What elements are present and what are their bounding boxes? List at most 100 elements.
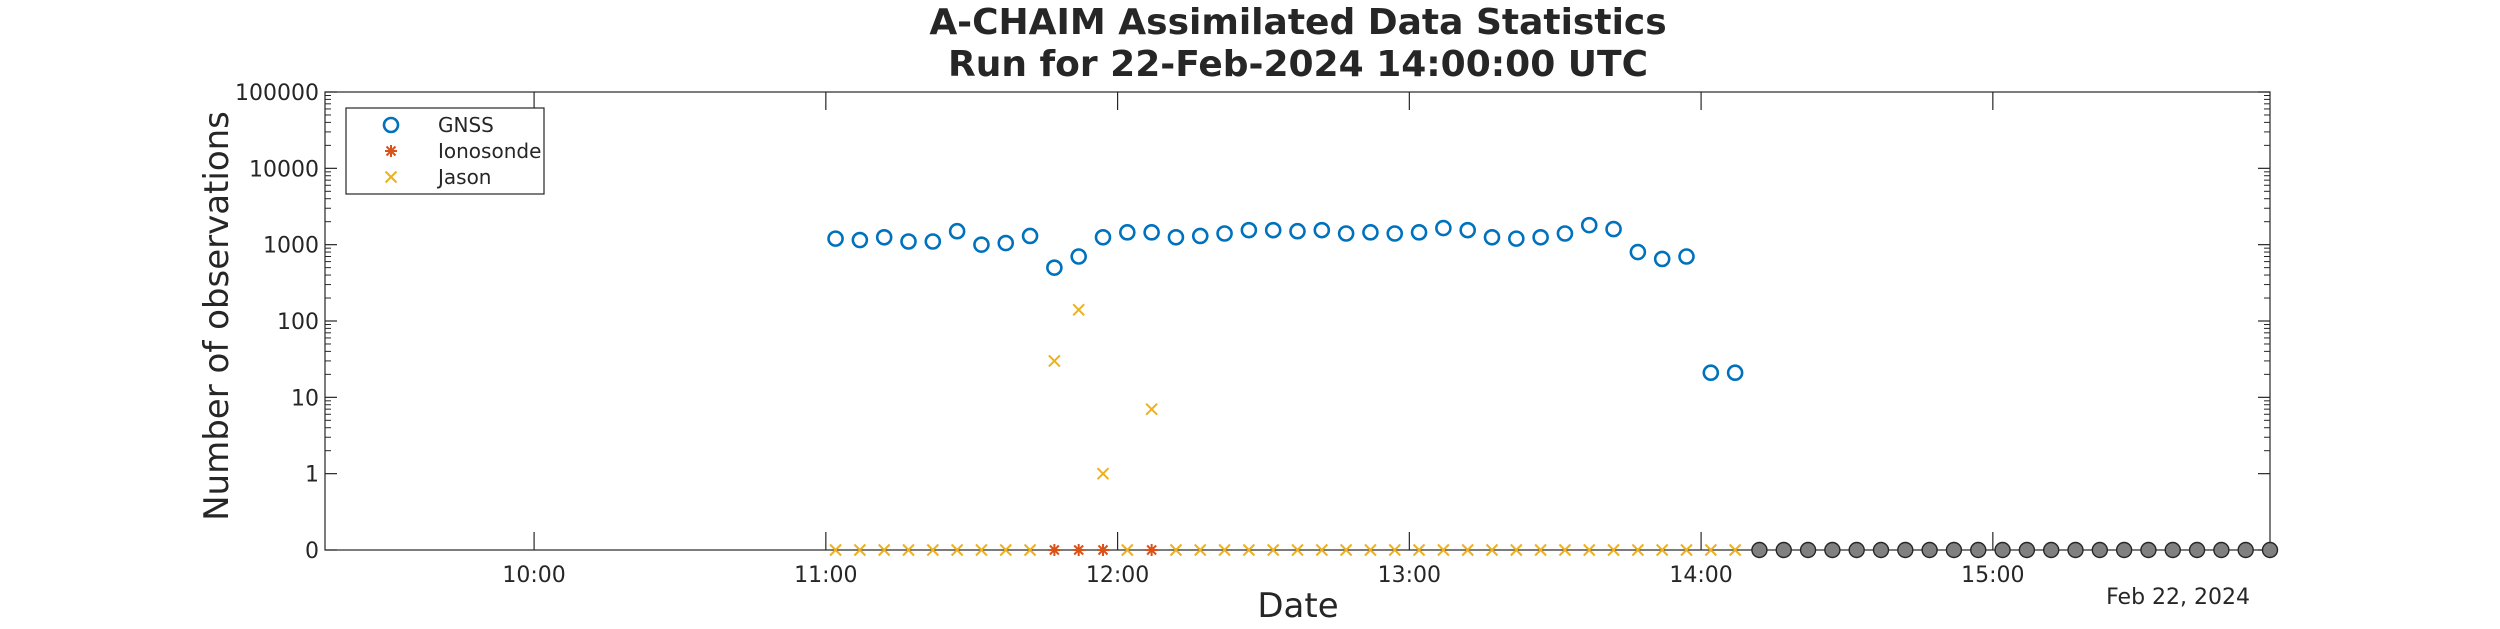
data-marks [827,216,2279,559]
gnss-point [1070,248,1087,265]
forecast-point [1945,541,1963,559]
gnss-point [1726,364,1744,382]
plot-border [324,91,2271,551]
ionosonde-point [1097,544,1109,556]
jason-point [877,543,891,557]
gnss-point [1021,227,1039,245]
y-tick-label: 10000 [249,157,319,182]
axis-ticks: 10:00 11:00 12:00 13:00 14:00 15:00 0 1 10 100 100… [235,81,2270,588]
gnss-point [1337,225,1355,242]
jason-point [1096,467,1110,480]
legend-label-jason: Jason [436,165,492,189]
x-tick-label: 15:00 [1961,563,2024,588]
forecast-point [2140,541,2157,559]
jason-point [1631,543,1645,557]
jason-point [1339,543,1353,557]
ionosonde-point [1072,544,1085,556]
gnss-point [1046,259,1063,276]
forecast-point [2261,541,2279,559]
x-tick-label: 12:00 [1086,563,1149,588]
jason-point [1680,543,1693,557]
jason-point [1485,543,1499,557]
forecast-point [1848,541,1865,559]
gnss-point [1289,222,1306,240]
y-tick-label: 1 [305,463,319,488]
jason-point [975,543,988,557]
jason-point [1169,543,1183,557]
forecast-point [2188,541,2206,559]
forecast-point [2237,541,2254,559]
jason-point [1728,543,1742,557]
forecast-point [1775,541,1792,559]
chart-title: A-CHAIM Assimilated Data Statistics [929,2,1666,43]
gnss-point [1459,221,1476,239]
jason-point [1364,543,1377,557]
gnss-point [1702,364,1720,382]
forecast-point [2115,541,2133,559]
legend-marker-jason [384,170,398,184]
jason-point [1194,543,1207,557]
jason-point [1655,543,1669,557]
ionosonde-point [1145,544,1158,556]
jason-point [829,543,842,557]
forecast-point [1897,541,1914,559]
jason-point [1704,543,1718,557]
gnss-point [1532,228,1549,246]
gnss-point [1313,221,1331,239]
y-tick-label: 1000 [263,234,319,259]
x-tick-label: 10:00 [502,563,565,588]
jason-point [999,543,1012,557]
gnss-point [1264,221,1282,239]
gnss-point [1508,230,1525,247]
ionosonde-point [1048,544,1061,556]
x-tick-label: 11:00 [794,563,857,588]
gnss-point [1678,248,1695,265]
plot-frame [324,91,2271,551]
forecast-point [1751,541,1768,559]
gnss-point [827,230,844,247]
forecast-point [2067,541,2084,559]
jason-point [1266,543,1280,557]
y-tick-label: 10 [291,386,319,411]
gnss-point [948,222,966,240]
chart-subtitle: Run for 22-Feb-2024 14:00:00 UTC [948,44,1648,85]
jason-point [1388,543,1401,557]
jason-point [1242,543,1256,557]
forecast-point [2018,541,2036,559]
jason-point [1583,543,1596,557]
gnss-point [1216,225,1233,242]
jason-point [1291,543,1304,557]
forecast-point [1970,541,1987,559]
jason-point [1510,543,1523,557]
forecast-point [2042,541,2060,559]
gnss-point [1435,219,1452,237]
gnss-point [1410,224,1428,241]
jason-point [1218,543,1231,557]
forecast-point [2091,541,2109,559]
jason-point [1461,543,1474,557]
gnss-point [1119,224,1136,241]
x-tick-label: 13:00 [1378,563,1441,588]
gnss-point [1605,220,1622,238]
gnss-point [900,233,917,250]
gnss-point [1483,228,1501,246]
y-tick-label: 100 [277,310,319,335]
jason-point [950,543,964,557]
jason-point [902,543,915,557]
jason-point [1607,543,1620,557]
gnss-point [1629,243,1647,261]
jason-point [1023,543,1037,557]
jason-point [1315,543,1329,557]
gnss-point [973,236,990,253]
forecast-point [1921,541,1938,559]
legend-marker-gnss [382,116,400,134]
legend-box [345,107,545,195]
jason-point [1534,543,1547,557]
jason-point [926,543,940,557]
gnss-point [1167,228,1185,246]
gnss-point [997,234,1015,252]
jason-point [853,543,867,557]
legend-marker-ionosonde [385,145,397,157]
